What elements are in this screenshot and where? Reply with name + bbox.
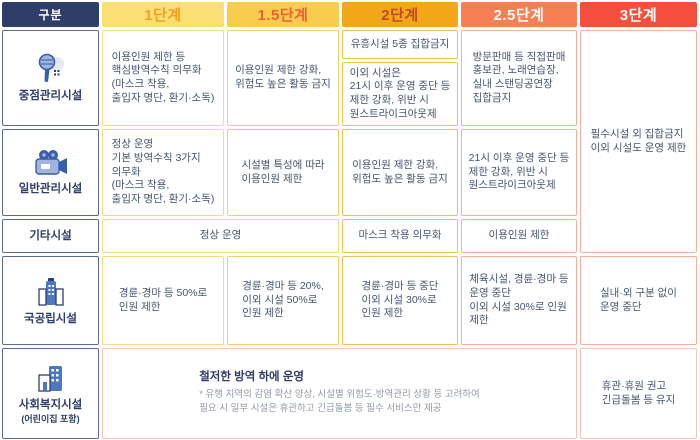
column-header-stage1-5: 1.5단계 [227, 2, 339, 27]
video-camera-icon [33, 149, 69, 177]
cell-public-stage3: 실내·외 구분 없이 운영 중단 [580, 256, 697, 345]
column-header-stage2: 2단계 [342, 2, 458, 27]
column-header-label: 1단계 [144, 7, 182, 24]
row-header-label: 일반관리시설 [18, 182, 83, 195]
row-header-general-facilities: 일반관리시설 [2, 129, 99, 216]
cell-welfare-stage3: 휴관·휴원 권고 긴급돌봄 등 유지 [580, 348, 697, 439]
cell-general-stage2-5: 21시 이후 운영 중단 등 제한 강화, 위반 시 원스트라이크아웃제 [461, 129, 577, 216]
cell-public-stage2: 경륜·경마 등 중단 이외 시설 30%로 인원 제한 [342, 256, 458, 345]
cell-other-stage2-5: 이용인원 제한 [461, 219, 577, 253]
cell-text: 경륜·경마 등 50%로 인원 제한 [118, 286, 208, 313]
cell-public-stage2-5: 체육시설, 경륜·경마 등 운영 중단 이외 시설 30%로 인원 제한 [461, 256, 577, 345]
welfare-cell-note: * 유행 지역의 감염 확산 양상, 시설별 위험도·방역관리 상황 등 고려하… [199, 389, 480, 415]
cell-text: 경륜·경마 등 중단 이외 시설 30%로 인원 제한 [361, 280, 439, 320]
cell-general-stage2: 이용인원 제한 강화, 위험도 높은 활동 금지 [342, 129, 458, 216]
row-header-label: 국공립시설 [24, 312, 77, 325]
row-header-focus-facilities: 중점관리시설 [2, 30, 99, 126]
cell-public-stage1-5: 경륜·경마 등 20%, 이외 시설 50%로 인원 제한 [227, 256, 339, 345]
cell-stage3-merged: 필수시설 외 집합금지 이외 시설도 운영 제한 [580, 30, 697, 253]
cell-text: 방문판매 등 직접판매 홍보관, 노래연습장, 실내 스탠딩공연장 집합금지 [472, 50, 566, 104]
cell-text: 정상 운영 기본 방역수칙 3가지 의무화 (마스크 착용, 출입자 명단, 환… [111, 138, 215, 205]
cell-text: 정상 운영 [199, 229, 242, 242]
column-header-stage1: 1단계 [102, 2, 224, 27]
cell-other-stage1-merged: 정상 운영 [102, 219, 339, 253]
cell-text: 실내·외 구분 없이 운영 중단 [600, 286, 677, 313]
column-header-label: 1.5단계 [257, 7, 309, 24]
cell-focus-stage2-bottom: 이외 시설은 21시 이후 운영 중단 등 제한 강화, 위반 시 원스트라이크… [342, 62, 458, 126]
cell-public-stage1: 경륜·경마 등 50%로 인원 제한 [102, 256, 224, 345]
cell-text: 21시 이후 운영 중단 등 제한 강화, 위반 시 원스트라이크아웃제 [468, 152, 570, 192]
row-header-public-facilities: 국공립시설 [2, 256, 99, 345]
cell-text: 이용인원 제한 등 핵심방역수칙 의무화 (마스크 착용, 출입자 명단, 환기… [111, 50, 215, 104]
column-header-stage2-5: 2.5단계 [461, 2, 577, 27]
welfare-building-icon [34, 361, 68, 393]
row-header-label: 사회복지시설 [18, 399, 83, 412]
microphone-icon [33, 52, 69, 84]
column-header-category: 구분 [2, 2, 99, 27]
column-header-label: 2단계 [381, 7, 419, 24]
cell-text: 이용인원 제한 강화, 위험도 높은 활동 금지 [235, 64, 331, 90]
cell-text: 휴관·휴원 권고 긴급돌봄 등 유지 [601, 379, 676, 406]
column-header-label: 2.5단계 [493, 7, 545, 24]
row-header-sublabel: (어린이집 포함) [21, 414, 80, 425]
cell-focus-stage1-5: 이용인원 제한 강화, 위험도 높은 활동 금지 [227, 30, 339, 126]
cell-text: 유흥시설 5종 집합금지 [350, 37, 450, 50]
column-header-label: 구분 [38, 8, 63, 22]
cell-text: 이용인원 제한 강화, 위험도 높은 활동 금지 [352, 158, 448, 185]
row-header-other-facilities: 기타시설 [2, 219, 99, 253]
cell-focus-stage1: 이용인원 제한 등 핵심방역수칙 의무화 (마스크 착용, 출입자 명단, 환기… [102, 30, 224, 126]
cell-welfare-merged: 철저한 방역 하에 운영 * 유행 지역의 감염 확산 양상, 시설별 위험도·… [102, 348, 577, 439]
cell-text: 이외 시설은 21시 이후 운영 중단 등 제한 강화, 위반 시 원스트라이크… [349, 66, 451, 120]
cell-focus-stage2-top: 유흥시설 5종 집합금지 [342, 30, 458, 59]
cell-text: 시설별 특성에 따라 이용인원 제한 [241, 158, 325, 185]
column-header-stage3: 3단계 [580, 2, 697, 27]
welfare-cell-content: 철저한 방역 하에 운영 * 유행 지역의 감염 확산 양상, 시설별 위험도·… [199, 370, 480, 416]
cell-text: 필수시설 외 집합금지 이외 시설도 운영 제한 [590, 127, 687, 154]
cell-text: 마스크 착용 의무화 [358, 229, 442, 242]
cell-text: 체육시설, 경륜·경마 등 운영 중단 이외 시설 30%로 인원 제한 [469, 273, 569, 327]
cell-general-stage1: 정상 운영 기본 방역수칙 3가지 의무화 (마스크 착용, 출입자 명단, 환… [102, 129, 224, 216]
cell-general-stage1-5: 시설별 특성에 따라 이용인원 제한 [227, 129, 339, 216]
row-header-welfare-facilities: 사회복지시설 (어린이집 포함) [2, 348, 99, 439]
cell-text: 경륜·경마 등 20%, 이외 시설 50%로 인원 제한 [242, 280, 324, 320]
cell-text: 이용인원 제한 [488, 229, 550, 242]
cell-focus-stage2-group: 유흥시설 5종 집합금지 이외 시설은 21시 이후 운영 중단 등 제한 강화… [342, 30, 458, 126]
row-header-label: 기타시설 [29, 229, 72, 242]
cell-other-stage2: 마스크 착용 의무화 [342, 219, 458, 253]
welfare-cell-title: 철저한 방역 하에 운영 [199, 371, 304, 384]
column-header-label: 3단계 [619, 7, 658, 24]
row-header-label: 중점관리시설 [18, 90, 83, 103]
public-building-icon [34, 275, 68, 307]
cell-focus-stage2-5: 방문판매 등 직접판매 홍보관, 노래연습장, 실내 스탠딩공연장 집합금지 [461, 30, 577, 126]
